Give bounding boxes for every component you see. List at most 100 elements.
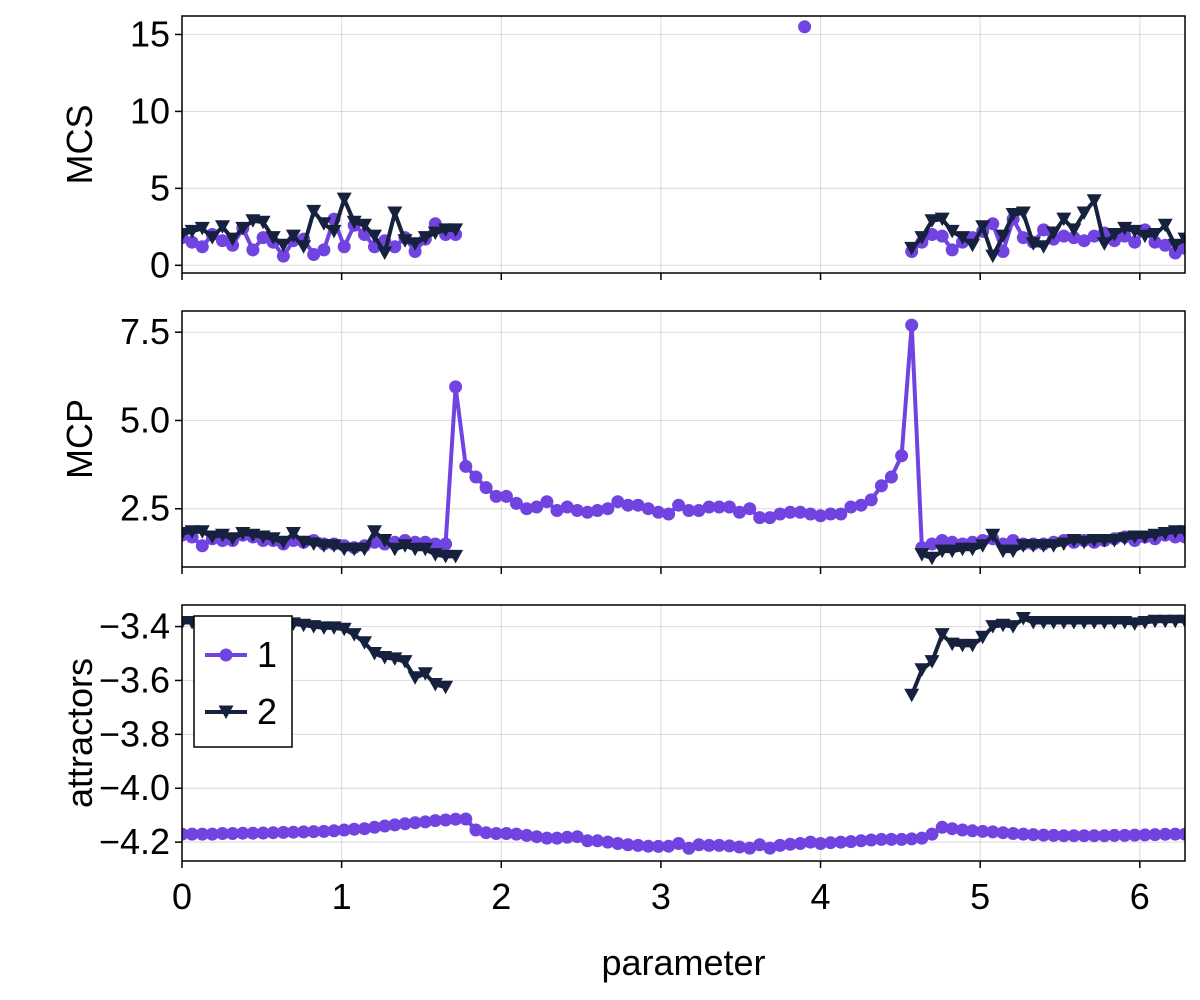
data-point — [682, 841, 696, 855]
data-point — [205, 827, 219, 841]
data-point — [1006, 534, 1020, 547]
data-point — [285, 527, 301, 541]
data-point — [336, 192, 352, 207]
data-point — [1015, 206, 1031, 220]
data-point — [1168, 827, 1182, 841]
data-point — [1046, 226, 1062, 240]
data-point — [184, 525, 200, 539]
data-point — [520, 502, 534, 516]
data-point — [530, 830, 544, 844]
data-point — [1066, 223, 1082, 237]
data-point — [1157, 218, 1173, 233]
data-point — [1117, 532, 1133, 546]
data-point — [509, 496, 523, 510]
y-tick-label: −3.8 — [99, 713, 170, 754]
data-point — [1137, 616, 1153, 630]
data-point — [996, 245, 1010, 258]
y-axis-label: MCP — [59, 399, 100, 479]
data-point — [864, 833, 878, 847]
data-point — [408, 245, 422, 258]
data-point — [398, 817, 412, 831]
data-point — [417, 542, 433, 557]
data-point — [407, 671, 423, 685]
data-point — [1147, 614, 1163, 629]
data-point — [621, 838, 635, 852]
data-point — [985, 620, 1001, 634]
data-point — [1016, 827, 1030, 841]
data-point — [327, 824, 341, 838]
data-point — [773, 838, 787, 852]
data-point — [570, 504, 584, 517]
data-point — [1177, 614, 1185, 629]
x-tick-label: 6 — [1130, 876, 1150, 917]
data-point — [185, 827, 199, 841]
data-point — [783, 505, 797, 519]
data-point — [195, 539, 209, 553]
data-point — [182, 228, 190, 242]
data-point — [1096, 534, 1112, 548]
data-point — [358, 822, 371, 836]
data-point — [1036, 240, 1052, 254]
data-point — [1067, 829, 1081, 843]
data-point — [1087, 829, 1101, 843]
data-point — [743, 841, 757, 855]
data-point — [520, 828, 534, 842]
data-point — [307, 248, 321, 261]
data-point — [307, 825, 321, 839]
data-point — [884, 832, 898, 846]
data-point — [1118, 229, 1132, 243]
data-point — [1057, 829, 1071, 843]
data-point — [540, 495, 554, 509]
data-point — [975, 539, 991, 553]
data-point — [357, 542, 372, 557]
data-point — [995, 229, 1011, 244]
y-tick-label: 15 — [130, 13, 170, 54]
data-point — [1077, 234, 1091, 248]
data-point — [337, 823, 351, 837]
y-tick-label: 0 — [150, 244, 170, 285]
plot-area — [182, 318, 1185, 566]
y-tick-label: −3.6 — [99, 659, 170, 700]
data-point — [408, 816, 422, 830]
data-point — [844, 500, 858, 514]
data-point — [914, 548, 930, 562]
data-point — [297, 825, 311, 839]
data-point — [884, 470, 898, 484]
data-point — [337, 240, 351, 254]
data-point — [844, 835, 858, 849]
data-point — [631, 498, 645, 512]
data-point — [1056, 616, 1072, 630]
axes-frame — [181, 15, 1186, 274]
legend-label: 1 — [257, 634, 277, 675]
data-point — [955, 638, 970, 653]
data-point — [306, 204, 322, 219]
y-tick-label: 5 — [150, 167, 170, 208]
data-point — [1106, 534, 1122, 548]
data-point — [1157, 614, 1173, 629]
data-point — [215, 528, 230, 543]
data-point — [793, 837, 807, 850]
data-point — [601, 835, 615, 849]
data-point — [995, 544, 1011, 559]
data-point — [914, 231, 930, 245]
data-point — [895, 832, 909, 846]
legend: 12 — [193, 615, 293, 748]
data-point — [955, 542, 970, 557]
data-point — [215, 220, 230, 234]
data-point — [944, 224, 960, 239]
data-point — [733, 505, 746, 519]
y-tick-label: 2.5 — [120, 488, 170, 529]
data-point — [904, 241, 920, 256]
data-point — [733, 840, 746, 854]
data-point — [489, 827, 503, 840]
data-point — [864, 493, 878, 507]
data-point — [377, 246, 393, 260]
data-point — [895, 449, 909, 463]
data-point — [407, 542, 423, 557]
data-point — [905, 318, 919, 332]
data-point — [1138, 828, 1152, 842]
data-point — [804, 835, 817, 849]
data-point — [336, 542, 352, 557]
data-point — [601, 502, 615, 516]
